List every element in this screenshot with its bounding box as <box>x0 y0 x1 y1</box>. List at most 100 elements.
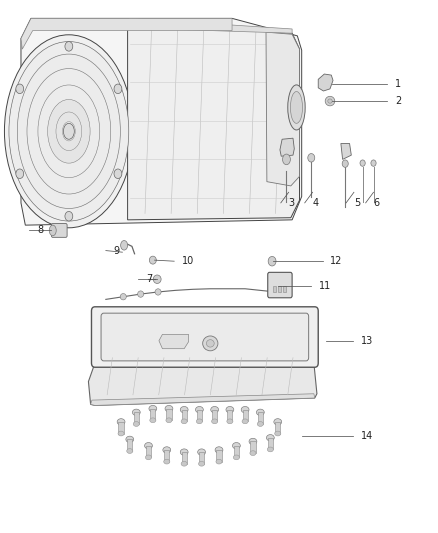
Bar <box>182 410 187 421</box>
Ellipse shape <box>64 123 74 139</box>
Ellipse shape <box>195 407 203 413</box>
Ellipse shape <box>198 449 205 455</box>
Bar <box>197 410 202 421</box>
Ellipse shape <box>153 275 161 284</box>
Polygon shape <box>127 18 292 33</box>
Ellipse shape <box>180 407 188 413</box>
Text: 10: 10 <box>182 256 194 266</box>
Text: 14: 14 <box>361 431 373 441</box>
Ellipse shape <box>114 169 122 179</box>
Polygon shape <box>91 394 315 406</box>
Ellipse shape <box>180 449 188 455</box>
Ellipse shape <box>181 462 187 466</box>
Ellipse shape <box>257 422 263 426</box>
Ellipse shape <box>283 154 290 165</box>
Ellipse shape <box>242 419 248 424</box>
Bar <box>227 410 233 421</box>
Ellipse shape <box>62 122 75 141</box>
Text: 6: 6 <box>374 198 380 208</box>
Ellipse shape <box>203 336 218 351</box>
Ellipse shape <box>65 42 73 51</box>
Bar <box>146 446 151 457</box>
Bar <box>216 450 222 462</box>
Bar <box>134 413 139 424</box>
Polygon shape <box>88 363 317 406</box>
FancyBboxPatch shape <box>268 272 292 298</box>
Ellipse shape <box>211 407 219 413</box>
Ellipse shape <box>155 289 161 295</box>
Polygon shape <box>159 334 188 349</box>
Ellipse shape <box>342 160 348 167</box>
Ellipse shape <box>206 340 214 347</box>
Ellipse shape <box>163 447 171 453</box>
Ellipse shape <box>127 449 133 454</box>
Polygon shape <box>280 138 294 156</box>
Ellipse shape <box>56 112 82 151</box>
Ellipse shape <box>120 294 126 300</box>
Ellipse shape <box>325 96 335 106</box>
Ellipse shape <box>268 256 276 266</box>
Ellipse shape <box>114 84 122 94</box>
Ellipse shape <box>233 455 240 460</box>
Bar <box>127 439 132 451</box>
Ellipse shape <box>241 407 249 413</box>
Polygon shape <box>266 32 300 186</box>
Ellipse shape <box>266 434 274 441</box>
Ellipse shape <box>133 422 139 426</box>
Bar <box>258 413 263 424</box>
Bar <box>268 438 273 449</box>
Ellipse shape <box>226 407 234 413</box>
Ellipse shape <box>371 160 376 166</box>
Ellipse shape <box>290 92 303 123</box>
Polygon shape <box>341 143 351 159</box>
Polygon shape <box>127 22 300 220</box>
Text: 9: 9 <box>114 246 120 256</box>
Ellipse shape <box>196 419 202 424</box>
Text: 1: 1 <box>395 78 401 88</box>
Ellipse shape <box>118 431 124 436</box>
Text: 4: 4 <box>313 198 319 208</box>
Ellipse shape <box>9 42 129 221</box>
Ellipse shape <box>126 436 134 442</box>
Ellipse shape <box>38 85 100 177</box>
FancyBboxPatch shape <box>101 313 309 361</box>
Ellipse shape <box>16 169 24 179</box>
Ellipse shape <box>250 451 256 456</box>
Ellipse shape <box>198 462 205 466</box>
Bar <box>150 409 155 420</box>
Text: 13: 13 <box>361 336 373 346</box>
Ellipse shape <box>117 419 125 425</box>
Bar <box>234 446 239 457</box>
Bar <box>243 410 248 421</box>
Ellipse shape <box>145 455 152 460</box>
Bar <box>182 452 187 464</box>
Ellipse shape <box>65 212 73 221</box>
Ellipse shape <box>227 419 233 424</box>
Bar <box>118 422 124 433</box>
Ellipse shape <box>120 240 127 250</box>
Ellipse shape <box>49 225 56 236</box>
Ellipse shape <box>274 419 282 425</box>
Ellipse shape <box>212 419 218 424</box>
Ellipse shape <box>138 291 144 297</box>
Ellipse shape <box>132 409 140 416</box>
Bar <box>275 422 280 433</box>
Ellipse shape <box>216 459 222 464</box>
FancyBboxPatch shape <box>51 223 67 237</box>
Bar <box>278 286 281 293</box>
Ellipse shape <box>275 431 281 436</box>
Ellipse shape <box>4 35 133 228</box>
Ellipse shape <box>308 154 315 162</box>
Polygon shape <box>318 74 333 91</box>
Ellipse shape <box>165 406 173 412</box>
Text: 7: 7 <box>146 274 152 284</box>
Ellipse shape <box>149 406 157 412</box>
Bar <box>251 441 255 453</box>
Bar <box>199 452 204 464</box>
Text: 3: 3 <box>289 198 295 208</box>
Ellipse shape <box>256 409 264 416</box>
Text: 5: 5 <box>354 198 360 208</box>
Ellipse shape <box>249 438 257 445</box>
Bar <box>166 409 172 420</box>
Ellipse shape <box>48 100 90 163</box>
